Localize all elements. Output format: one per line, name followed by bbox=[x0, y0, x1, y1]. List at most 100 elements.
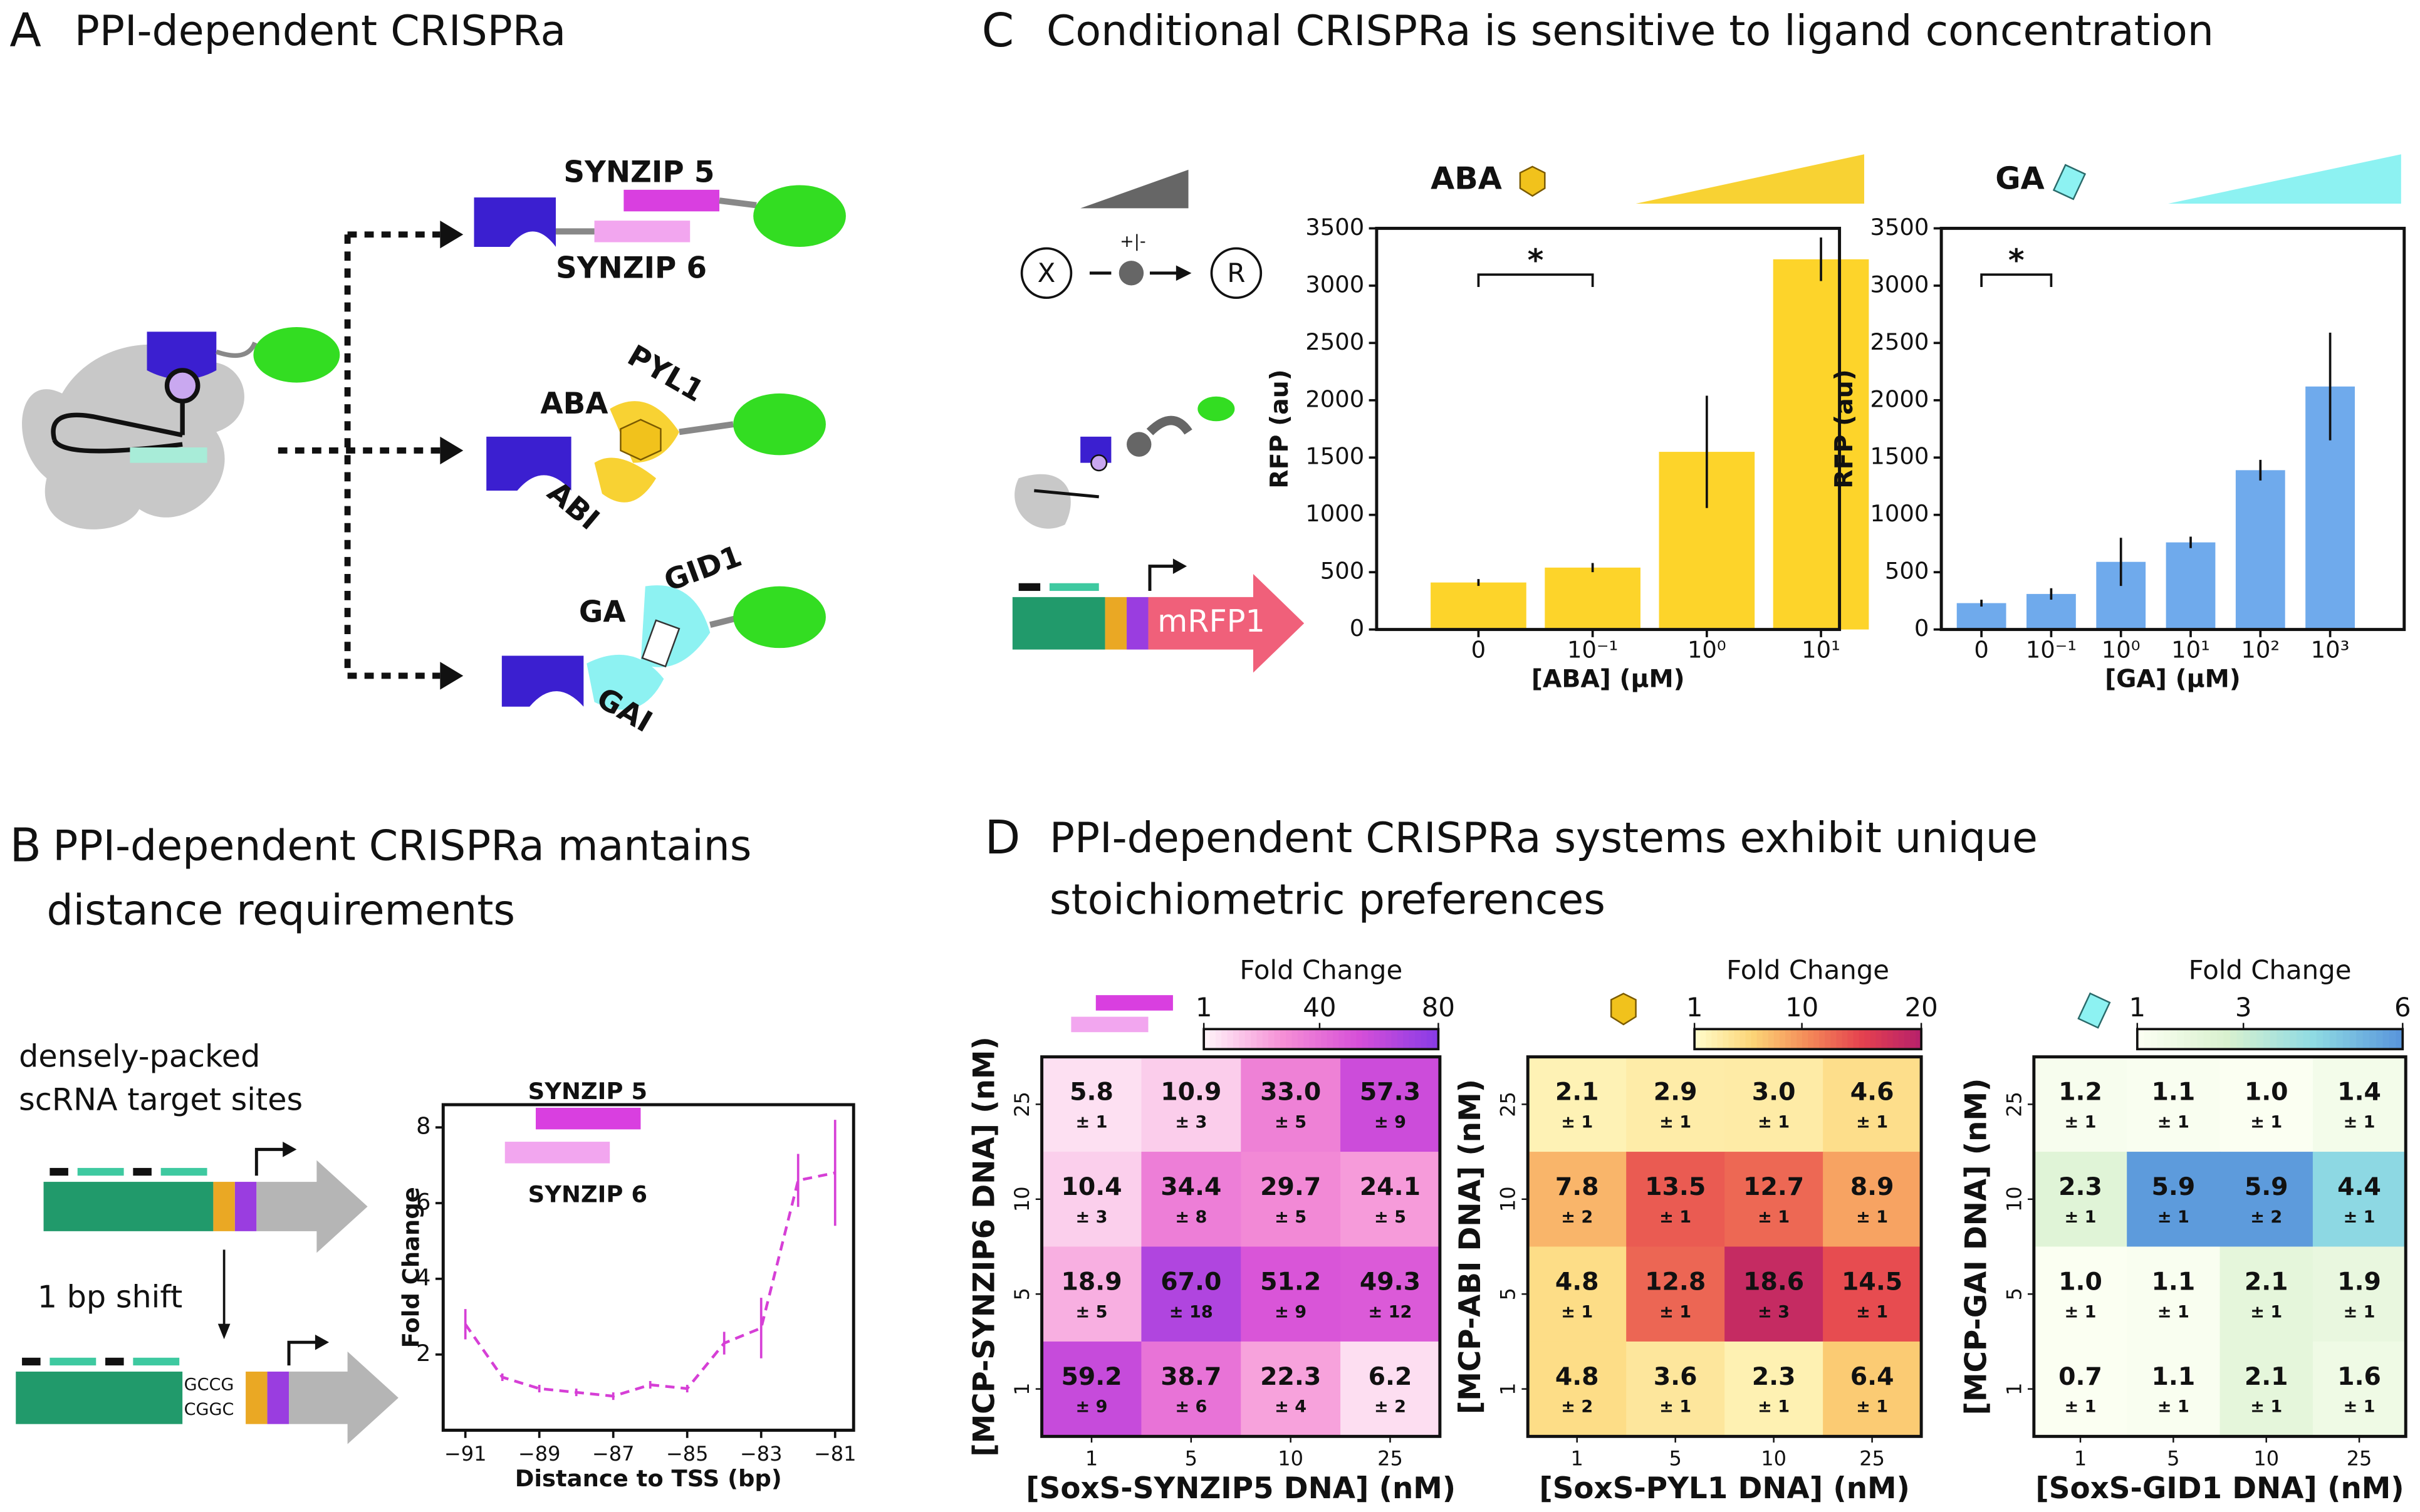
cell-value: 12.7 bbox=[1743, 1172, 1804, 1201]
colorbar-segment bbox=[2137, 1029, 2145, 1050]
y-tick-label: 1500 bbox=[1870, 443, 1929, 470]
axes-frame bbox=[1526, 1055, 1923, 1438]
cell-error: ± 1 bbox=[2065, 1112, 2097, 1132]
x-tick-label: 10⁰ bbox=[1687, 637, 1726, 664]
cell-value: 18.6 bbox=[1743, 1267, 1804, 1296]
x-axis-label: [ABA] (µM) bbox=[1531, 664, 1685, 693]
colorbar-segment bbox=[2323, 1029, 2330, 1050]
x-tick-label: 10¹ bbox=[2171, 637, 2210, 664]
colorbar-tick-label: 3 bbox=[2235, 992, 2252, 1023]
colorbar-segment bbox=[1706, 1029, 1713, 1050]
x-tick-label: 10 bbox=[2253, 1446, 2279, 1470]
heatmap-cell bbox=[1626, 1246, 1726, 1343]
x-tick-label: 10⁰ bbox=[2102, 637, 2141, 664]
cell-error: ± 1 bbox=[1856, 1207, 1888, 1227]
colorbar-segment bbox=[1892, 1029, 1899, 1050]
x-tick-label: 10⁻¹ bbox=[1567, 637, 1618, 664]
cell-value: 2.1 bbox=[2245, 1362, 2288, 1391]
heatmap-cell bbox=[2312, 1152, 2407, 1248]
colorbar-segment bbox=[1432, 1029, 1439, 1050]
x-tick-label: 10⁻¹ bbox=[2026, 637, 2077, 664]
cell-error: ± 5 bbox=[1275, 1207, 1306, 1227]
data-line bbox=[464, 1171, 836, 1398]
y-tick-label: 1 bbox=[1496, 1382, 1520, 1395]
y-axis-label: RFP (au) bbox=[1265, 369, 1294, 488]
x-axis-label: [SoxS-GID1 DNA] (nM) bbox=[2035, 1472, 2404, 1506]
colorbar-segment bbox=[2263, 1029, 2271, 1050]
cell-error: ± 1 bbox=[2065, 1207, 2097, 1227]
x-tick-label: 1 bbox=[1571, 1446, 1583, 1470]
colorbar-segment bbox=[1864, 1029, 1871, 1050]
x-tick-label: 10 bbox=[1278, 1446, 1303, 1470]
colorbar-segment bbox=[1797, 1029, 1803, 1050]
colorbar-segment bbox=[1204, 1029, 1211, 1050]
cell-value: 2.1 bbox=[2245, 1267, 2288, 1296]
cell-value: 0.7 bbox=[2058, 1362, 2102, 1391]
cell-error: ± 1 bbox=[1856, 1112, 1888, 1132]
colorbar-segment bbox=[2303, 1029, 2311, 1050]
cell-error: ± 1 bbox=[1758, 1207, 1790, 1227]
heatmap-cell bbox=[1626, 1341, 1726, 1437]
cell-error: ± 1 bbox=[2157, 1302, 2189, 1322]
x-tick-label: −89 bbox=[518, 1442, 561, 1466]
heatmap-cell bbox=[1340, 1152, 1441, 1248]
colorbar-segment bbox=[1233, 1029, 1240, 1050]
x-tick-label: −83 bbox=[740, 1442, 783, 1466]
cell-error: ± 1 bbox=[1076, 1112, 1108, 1132]
cell-error: ± 1 bbox=[1659, 1397, 1691, 1417]
colorbar-segment bbox=[1403, 1029, 1410, 1050]
cell-error: ± 5 bbox=[1374, 1207, 1406, 1227]
colorbar-segment bbox=[1362, 1029, 1369, 1050]
heatmap-cell bbox=[1141, 1246, 1242, 1343]
colorbar-segment bbox=[1256, 1029, 1263, 1050]
heatmap-cell bbox=[1528, 1341, 1627, 1437]
heatmap-cell bbox=[2033, 1152, 2128, 1248]
heatmap-cell bbox=[1528, 1152, 1627, 1248]
heatmap-cell bbox=[2127, 1152, 2221, 1248]
cell-value: 10.9 bbox=[1160, 1078, 1221, 1107]
cell-error: ± 3 bbox=[1076, 1207, 1108, 1227]
heatmap-cell bbox=[2033, 1341, 2128, 1437]
x-tick-label: 1 bbox=[1085, 1446, 1098, 1470]
x-tick-label: 10³ bbox=[2311, 637, 2350, 664]
heatmap-cell bbox=[1041, 1056, 1142, 1153]
heatmap-icons bbox=[1071, 992, 2111, 1033]
cell-error: ± 1 bbox=[1758, 1112, 1790, 1132]
colorbar-segment bbox=[1711, 1029, 1718, 1050]
diagram-label: X bbox=[1038, 258, 1056, 288]
heatmap-cell bbox=[2312, 1341, 2407, 1437]
colorbar-segment bbox=[2369, 1029, 2377, 1050]
chart-title: GA bbox=[1995, 160, 2045, 197]
bar bbox=[1545, 567, 1640, 630]
diagram-label: ABA bbox=[540, 387, 608, 421]
diagram-label: CGGC bbox=[184, 1400, 234, 1419]
heatmap-cell bbox=[2033, 1056, 2128, 1153]
panel-title: PPI-dependent CRISPRa systems exhibit un… bbox=[1050, 813, 2038, 862]
heatmap-cell bbox=[1141, 1341, 1242, 1437]
cell-error: ± 2 bbox=[1561, 1207, 1593, 1227]
heatmap-cell bbox=[2219, 1056, 2314, 1153]
colorbar-segment bbox=[1700, 1029, 1707, 1050]
panel-title: PPI-dependent CRISPRa mantains bbox=[53, 821, 751, 870]
y-tick-label: 1500 bbox=[1305, 443, 1364, 470]
heatmap-cell bbox=[1340, 1341, 1441, 1437]
colorbar-segment bbox=[1813, 1029, 1820, 1050]
colorbar-segment bbox=[1802, 1029, 1809, 1050]
colorbar-segment bbox=[1274, 1029, 1281, 1050]
colorbar-segment bbox=[1836, 1029, 1843, 1050]
colorbar-segment bbox=[1209, 1029, 1216, 1050]
colorbar-segment bbox=[1745, 1029, 1752, 1050]
colorbar-segment bbox=[2230, 1029, 2238, 1050]
colorbar-segment bbox=[1297, 1029, 1305, 1050]
x-tick-label: −87 bbox=[592, 1442, 635, 1466]
colorbar-segment bbox=[1379, 1029, 1387, 1050]
diagram-label: GID1 bbox=[660, 540, 746, 598]
heatmap-cell bbox=[1241, 1341, 1342, 1437]
colorbar-segment bbox=[1830, 1029, 1837, 1050]
diagram-label: scRNA target sites bbox=[19, 1082, 303, 1118]
y-tick-label: 3000 bbox=[1305, 271, 1364, 298]
x-axis-label: [SoxS-PYL1 DNA] (nM) bbox=[1539, 1472, 1910, 1506]
heatmap-cell bbox=[1041, 1246, 1142, 1343]
significance-bracket bbox=[1980, 273, 2053, 287]
